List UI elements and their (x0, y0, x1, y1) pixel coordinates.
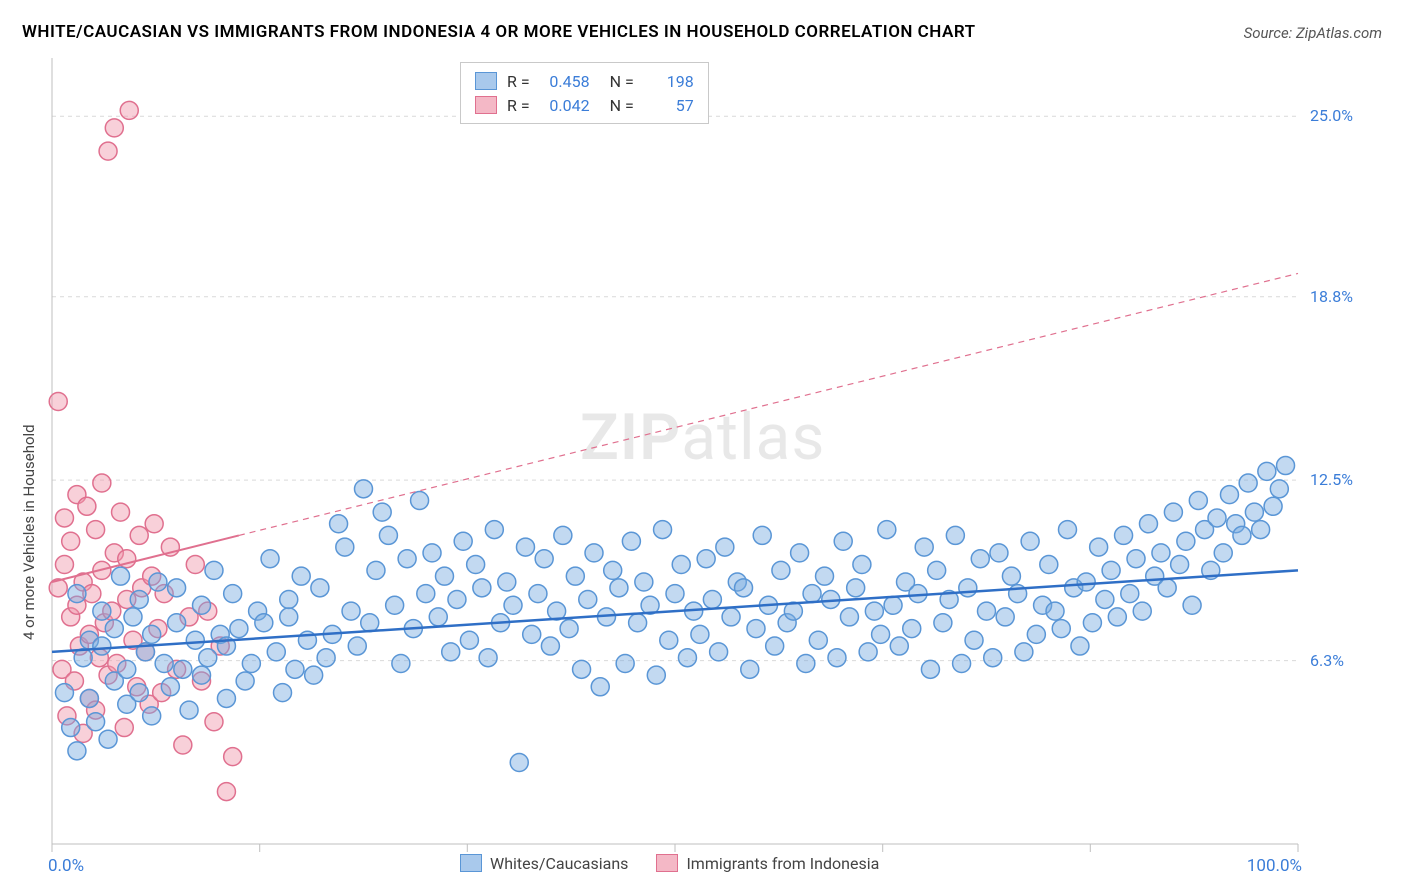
legend-swatch (460, 854, 482, 872)
legend-swatch (656, 854, 678, 872)
legend-n-label: N = (610, 96, 634, 115)
legend-row: R = 0.458 N = 198 (475, 69, 694, 93)
y-tick-label: 12.5% (1310, 470, 1353, 489)
legend-row: R = 0.042 N = 57 (475, 93, 694, 117)
legend-r-label: R = (507, 72, 530, 91)
legend-swatch (475, 72, 497, 90)
legend-r-label: R = (507, 96, 530, 115)
series-legend: Whites/Caucasians Immigrants from Indones… (460, 854, 879, 873)
legend-swatch (475, 96, 497, 114)
y-tick-label: 6.3% (1310, 651, 1344, 670)
legend-item: Immigrants from Indonesia (656, 854, 879, 873)
legend-n-value: 57 (644, 96, 694, 115)
legend-item: Whites/Caucasians (460, 854, 628, 873)
legend-n-label: N = (610, 72, 634, 91)
scatter-plot (0, 0, 1406, 892)
correlation-legend: R = 0.458 N = 198 R = 0.042 N = 57 (460, 62, 709, 124)
legend-n-value: 198 (644, 72, 694, 91)
chart-container: WHITE/CAUCASIAN VS IMMIGRANTS FROM INDON… (0, 0, 1406, 892)
x-axis-min-label: 0.0% (48, 856, 84, 876)
legend-r-value: 0.458 (540, 72, 590, 91)
y-tick-label: 18.8% (1310, 287, 1353, 306)
legend-r-value: 0.042 (540, 96, 590, 115)
x-axis-max-label: 100.0% (1247, 856, 1302, 876)
y-tick-label: 25.0% (1310, 106, 1353, 125)
